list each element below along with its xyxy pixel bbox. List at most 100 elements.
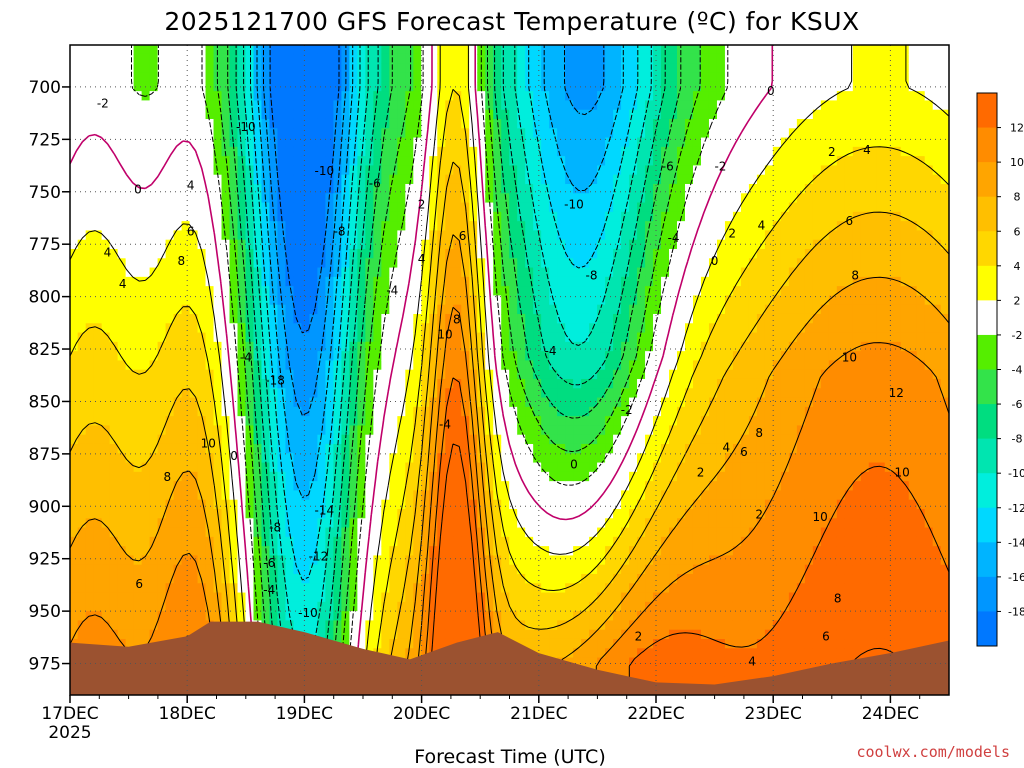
contour-line--16 — [263, 45, 605, 416]
contour-label: 0 — [230, 449, 238, 463]
contour-label: -10 — [236, 120, 256, 134]
y-tick-label: 925 — [29, 550, 61, 570]
colorbar-tick-label: -16 — [1008, 571, 1024, 584]
contour-line-0 — [70, 45, 774, 695]
contour-label: 4 — [119, 277, 127, 291]
y-tick-label: 850 — [29, 392, 61, 412]
contour-label: 12 — [889, 386, 904, 400]
contour-label: -10 — [564, 197, 584, 211]
contour-label: 2 — [828, 145, 836, 159]
x-tick-label: 21DEC — [510, 704, 567, 724]
contour-label: -2 — [714, 160, 726, 174]
contour-label: 4 — [748, 654, 756, 668]
contour-label: 6 — [846, 214, 854, 228]
ground-terrain — [70, 621, 949, 695]
colorbar-tick-label: -10 — [1008, 467, 1024, 480]
contour-label: -18 — [265, 373, 285, 387]
chart-title: 2025121700 GFS Forecast Temperature (ºC)… — [164, 7, 859, 36]
colorbar-swatch — [977, 334, 997, 370]
colorbar-swatch — [977, 473, 997, 509]
contour-label: 2 — [418, 197, 426, 211]
colorbar-tick-label: 2 — [1014, 294, 1021, 307]
contour-label: -2 — [97, 97, 109, 111]
colorbar-swatch — [977, 404, 997, 440]
x-tick-label: 19DEC — [276, 704, 333, 724]
contour-label: -4 — [668, 231, 680, 245]
colorbar-tick-label: 12 — [1010, 122, 1024, 135]
y-tick-label: 950 — [29, 602, 61, 622]
colorbar-tick-label: -6 — [1012, 398, 1023, 411]
contour-line-2 — [70, 45, 949, 695]
contour-label: -10 — [298, 606, 318, 620]
contour-label: 6 — [740, 445, 748, 459]
credit-text[interactable]: coolwx.com/models — [856, 743, 1010, 761]
contour-label: 8 — [755, 426, 763, 440]
contour-line--18 — [269, 45, 340, 334]
colorbar-legend: 12 10 8 6 4 2 -2 -4 -6 -8 -10 -12 -14 -16 -18 — [976, 92, 1024, 647]
y-tick-label: 700 — [29, 78, 61, 98]
colorbar-swatch — [977, 507, 997, 543]
contour-label: 10 — [437, 327, 452, 341]
plot-area — [70, 45, 949, 695]
y-tick-label: 875 — [29, 445, 61, 465]
colorbar-swatch — [977, 231, 997, 267]
colorbar-tick-label: 4 — [1014, 260, 1021, 273]
contour-label: 6 — [135, 577, 143, 591]
contour-label: -8 — [586, 269, 598, 283]
contour-labels: -20 4684410086-10-4-18-10-8-6-4-4-14-12-1… — [97, 84, 910, 668]
contour-label: 2 — [728, 227, 736, 241]
colorbar-swatch — [977, 93, 997, 129]
contour-label: 4 — [418, 252, 426, 266]
colorbar-tick-label: -4 — [1012, 364, 1023, 377]
colorbar-swatch — [977, 576, 997, 612]
contour-label: 4 — [104, 246, 112, 260]
contour-line--8 — [235, 45, 666, 695]
contour-label: -8 — [334, 225, 346, 239]
contour-label: 2 — [755, 508, 763, 522]
x-tick-label: 20DEC — [393, 704, 450, 724]
contour-label: -4 — [439, 418, 451, 432]
colorbar-swatch — [977, 300, 997, 336]
x-axis-title: Forecast Time (UTC) — [414, 746, 605, 768]
contour-label: 8 — [851, 269, 859, 283]
contour-label: 6 — [822, 629, 830, 643]
x-tick-label: 22DEC — [627, 704, 684, 724]
contour-label: -4 — [545, 344, 557, 358]
contour-label: -8 — [269, 520, 281, 534]
contour-label: 8 — [163, 470, 171, 484]
x-tick-label: 17DEC — [41, 704, 98, 724]
contour-line--2 — [131, 45, 729, 695]
x-tick-label: 24DEC — [862, 704, 919, 724]
contour-label: 4 — [758, 218, 766, 232]
contour-line--6 — [227, 45, 682, 695]
colorbar-swatch — [977, 438, 997, 474]
x-tick-label: 23DEC — [745, 704, 802, 724]
contour-label: 8 — [834, 592, 842, 606]
contour-line--12 — [250, 45, 639, 581]
contour-label: 0 — [134, 183, 142, 197]
colorbar-swatch — [977, 162, 997, 198]
colorbar-swatch — [977, 196, 997, 232]
contour-label: 10 — [894, 466, 909, 480]
colorbar-tick-label: -2 — [1012, 329, 1023, 342]
y-tick-label: 975 — [29, 655, 61, 675]
contour-label: 6 — [187, 225, 195, 239]
colorbar-tick-label: -8 — [1012, 433, 1023, 446]
colorbar-tick-label: -12 — [1008, 502, 1024, 515]
colorbar-swatch — [977, 127, 997, 163]
contour-label: -6 — [662, 160, 674, 174]
colorbar-swatch — [977, 542, 997, 578]
contour-line--4 — [216, 45, 701, 695]
colorbar-tick-label: -18 — [1008, 605, 1024, 618]
y-tick-label: 800 — [29, 288, 61, 308]
contour-label: -4 — [263, 583, 275, 597]
y-tick-label: 900 — [29, 497, 61, 517]
contour-label: 8 — [453, 313, 461, 327]
colorbar-tick-label: 10 — [1010, 156, 1024, 169]
contour-label: 10 — [842, 350, 857, 364]
colorbar-swatch — [977, 611, 997, 647]
colorbar-tick-label: 6 — [1014, 225, 1021, 238]
y-tick-label: 825 — [29, 340, 61, 360]
contour-label: 0 — [767, 84, 775, 98]
